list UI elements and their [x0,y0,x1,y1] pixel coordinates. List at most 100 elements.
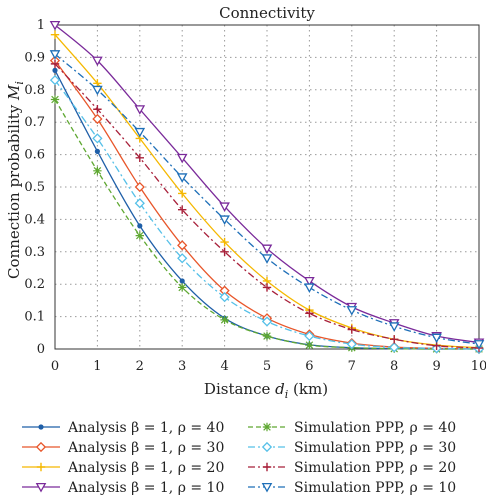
legend-label: Simulation PPP, ρ = 10 [294,480,456,496]
y-tick-label: 0.2 [24,277,45,292]
x-tick-label: 0 [51,359,59,374]
y-tick-label: 0.9 [24,50,45,65]
data-point [135,153,144,163]
data-point [178,283,187,292]
data-point [473,340,485,350]
data-point [305,340,314,350]
data-point [135,231,144,240]
series-5 [50,95,484,354]
legend-marker-swatch [261,441,273,453]
y-tick-label: 1 [37,18,45,33]
x-axis-ticks: 0 1 2 3 4 5 6 7 8 9 10 [51,359,486,374]
data-point [304,276,315,287]
data-point [94,148,100,154]
y-tick-label: 0.6 [24,148,45,163]
data-point [261,244,273,255]
data-point [347,325,356,334]
legend-item: Simulation PPP, ρ = 40 [248,420,456,436]
data-point [305,309,314,318]
legend-item: Analysis β = 1, ρ = 10 [22,480,224,496]
series-line [54,53,480,345]
data-point [346,339,357,350]
data-point [219,292,230,303]
data-point [93,166,102,175]
y-tick-label: 0.7 [24,115,45,130]
x-tick-label: 10 [471,359,486,374]
y-axis-label-text: Connection probability [5,100,23,279]
x-axis-label-symbol: d [275,380,285,398]
data-point [177,253,188,264]
series-line [54,24,480,344]
legend-label: Analysis β = 1, ρ = 10 [67,480,224,496]
x-tick-label: 3 [178,359,186,374]
legend-marker-swatch [36,462,46,472]
x-tick-label: 2 [136,359,144,374]
legend-item: Simulation PPP, ρ = 10 [248,480,456,496]
data-point [137,223,143,229]
data-point [177,240,188,251]
y-axis-label-subscript: i [13,81,26,85]
data-point [179,278,185,284]
legend-label: Simulation PPP, ρ = 20 [294,460,456,476]
data-point [178,189,187,198]
x-axis-label-text: Distance [204,380,275,398]
legend-label: Analysis β = 1, ρ = 20 [67,460,224,476]
y-tick-label: 0.1 [24,310,45,325]
series-line [54,99,480,350]
data-point [390,335,399,344]
y-tick-label: 0.8 [24,83,45,98]
chart-title: Connectivity [219,4,315,22]
data-point [346,306,358,316]
series-line [54,70,480,350]
data-point [220,315,229,325]
data-point [134,105,146,115]
x-axis-label-subscript: i [285,388,289,401]
legend-label: Simulation PPP, ρ = 30 [294,440,456,456]
data-point [176,153,188,164]
data-point [261,254,273,264]
data-point [261,316,273,327]
data-point [134,127,146,138]
legend-marker-swatch [262,422,272,432]
y-axis-ticks: 0 0.1 0.2 0.3 0.4 0.5 0.6 0.7 0.8 0.9 1 [24,18,45,357]
data-point [92,56,103,67]
data-point [431,333,442,344]
legend-label: Simulation PPP, ρ = 40 [294,420,456,436]
data-point [389,342,400,353]
data-point [50,30,60,39]
x-tick-label: 1 [93,359,101,374]
legend-item: Simulation PPP, ρ = 20 [248,460,456,476]
x-tick-label: 7 [348,359,356,374]
y-tick-label: 0 [37,342,45,357]
data-point [92,113,103,125]
data-point [52,67,58,73]
y-tick-label: 0.3 [24,245,45,260]
series-8 [49,50,485,350]
data-point [49,20,61,31]
x-tick-label: 5 [263,359,271,374]
data-point [178,205,187,214]
data-point [219,202,230,212]
data-point [176,173,188,183]
data-point [262,331,272,341]
x-tick-label: 9 [432,359,440,374]
series-7 [50,59,484,353]
data-point [50,59,60,69]
series-6 [49,74,485,355]
legend-item: Analysis β = 1, ρ = 40 [22,420,224,436]
legend-item: Analysis β = 1, ρ = 30 [22,440,224,456]
data-point [134,181,145,193]
legend-label: Analysis β = 1, ρ = 40 [67,420,224,436]
legend-marker-swatch [261,482,273,493]
series-line [54,79,480,350]
data-point [220,247,229,256]
x-tick-label: 4 [220,359,228,374]
legend-marker-swatch [35,441,47,453]
data-point [134,198,145,209]
legend-marker-swatch [35,482,47,493]
data-point [304,330,315,342]
x-tick-label: 8 [390,359,398,374]
y-axis-label: Connection probability Mi [5,81,26,279]
x-tick-label: 6 [305,359,313,374]
